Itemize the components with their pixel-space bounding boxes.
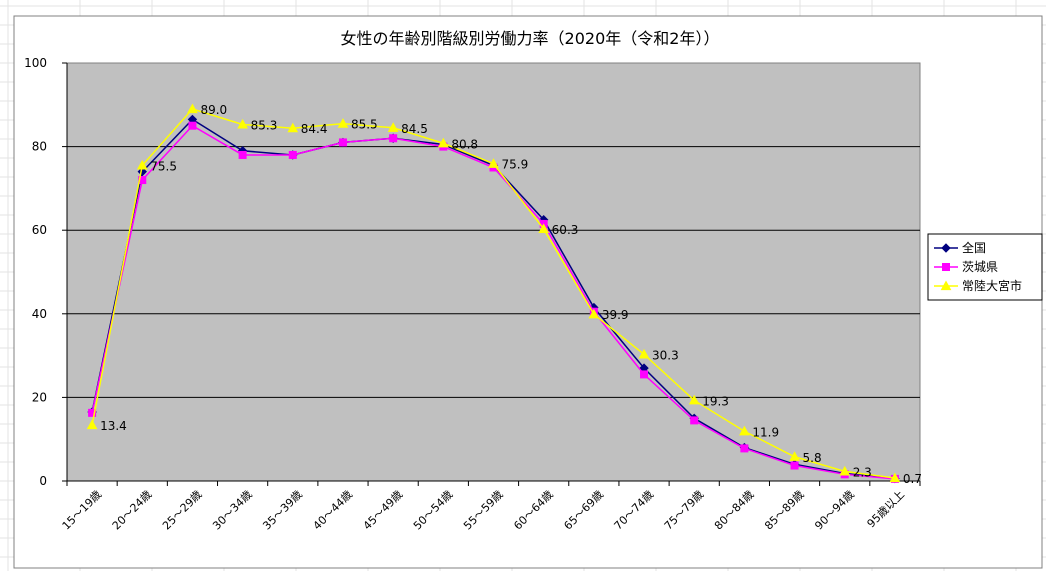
data-point [588, 308, 600, 319]
y-tick-label: 100 [24, 56, 47, 70]
data-point [839, 465, 851, 476]
data-label: 2.3 [853, 465, 872, 479]
data-point [136, 159, 148, 170]
data-label: 60.3 [552, 223, 579, 237]
data-point [387, 122, 399, 132]
data-point [338, 138, 347, 147]
data-point [740, 444, 749, 453]
data-label: 75.5 [150, 159, 177, 173]
data-label: 84.4 [301, 122, 328, 136]
data-point [287, 122, 299, 133]
data-point [288, 150, 297, 159]
data-point [187, 103, 198, 114]
data-label: 0.7 [903, 472, 922, 486]
data-point [238, 150, 247, 159]
data-point [538, 223, 550, 234]
data-point [337, 118, 349, 128]
data-point [389, 134, 398, 143]
data-point [640, 370, 649, 379]
data-point [88, 408, 97, 417]
data-point [739, 425, 750, 436]
data-labels: 13.4 75.5 89.0 85.3 84.4 85.5 84.5 80.8 75.9 60.3… [100, 103, 922, 486]
legend-marker [942, 263, 950, 271]
data-label: 80.8 [451, 137, 478, 151]
y-tick-label: 20 [32, 390, 47, 404]
data-point [790, 461, 799, 470]
data-point [688, 394, 700, 405]
data-label: 85.5 [351, 118, 378, 132]
data-point [86, 419, 98, 430]
series-3 [86, 103, 901, 483]
data-point [188, 121, 197, 130]
data-point [638, 348, 650, 359]
data-label: 85.3 [251, 118, 278, 132]
data-point [488, 158, 499, 168]
legend-marker [941, 243, 951, 253]
legend-label: 常陸大宮市 [962, 278, 1022, 293]
y-tick-label: 80 [32, 140, 47, 154]
data-label: 13.4 [100, 419, 127, 433]
data-point [889, 472, 901, 483]
plot-area [66, 62, 921, 482]
data-label: 11.9 [752, 425, 779, 439]
legend-marker [940, 280, 952, 291]
y-tick-label: 40 [32, 307, 47, 321]
y-tick-label: 60 [32, 223, 47, 237]
data-point [437, 137, 449, 148]
legend-label: 茨城県 [962, 260, 998, 274]
data-label: 75.9 [502, 158, 529, 172]
data-point [237, 118, 248, 129]
gridlines [67, 146, 920, 398]
data-label: 39.9 [602, 308, 629, 322]
data-label: 5.8 [803, 451, 822, 465]
y-axis: 0 20 40 60 80 100 [24, 56, 68, 488]
chart-title: 女性の年齢別階級別労働力率（2020年（令和2年）） [341, 29, 720, 48]
y-tick-label: 0 [39, 474, 47, 488]
data-label: 19.3 [702, 394, 729, 408]
data-label: 84.5 [401, 122, 428, 136]
series-layer [86, 103, 901, 484]
data-label: 30.3 [652, 348, 679, 362]
legend-label: 全国 [962, 240, 986, 255]
data-point [690, 416, 699, 425]
data-label: 89.0 [200, 103, 227, 117]
data-point [789, 451, 800, 461]
